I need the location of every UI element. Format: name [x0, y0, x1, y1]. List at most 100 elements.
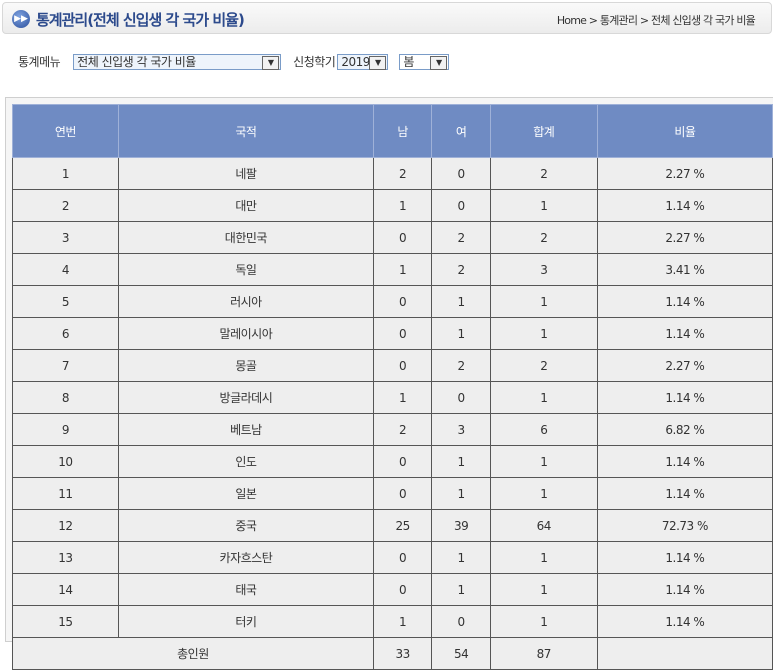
table-cell: 2	[489, 157, 598, 190]
table-row: 15 터키 1 0 1 1.14 %	[12, 605, 773, 638]
table-row: 11 일본 0 1 1 1.14 %	[12, 477, 773, 510]
table-cell: 1.14 %	[596, 541, 773, 574]
table-cell: 2.27 %	[596, 157, 773, 190]
table-cell: 64	[489, 509, 598, 542]
column-header: 비율	[596, 104, 773, 158]
table-row: 2 대만 1 0 1 1.14 %	[12, 189, 773, 222]
table-cell: 2	[489, 349, 598, 382]
total-ratio	[596, 637, 773, 670]
chevron-down-icon: ▼	[262, 55, 280, 70]
table-cell: 1	[431, 573, 491, 606]
breadcrumb: Home > 통계관리 > 전체 신입생 각 국가 비율	[556, 14, 756, 27]
column-header: 연번	[12, 104, 119, 158]
table-cell: 1	[489, 317, 598, 350]
table-cell: 0	[372, 349, 433, 382]
table-cell: 1.14 %	[596, 477, 773, 510]
table-row: 14 태국 0 1 1 1.14 %	[12, 573, 773, 606]
table-cell: 대만	[117, 189, 374, 222]
column-header: 국적	[117, 104, 374, 158]
season-value: 봄	[403, 55, 414, 69]
table-cell: 1	[372, 189, 433, 222]
table-row: 1 네팔 2 0 2 2.27 %	[12, 157, 773, 190]
table-cell: 2	[431, 221, 491, 254]
table-cell: 독일	[117, 253, 374, 286]
table-cell: 말레이시아	[117, 317, 374, 350]
table-cell: 0	[372, 573, 433, 606]
table-cell: 3.41 %	[596, 253, 773, 286]
double-arrow-icon: ▶▶	[12, 10, 30, 28]
chevron-down-icon: ▼	[430, 55, 448, 70]
table-cell: 0	[431, 605, 491, 638]
year-select[interactable]: 2019 ▼	[337, 53, 389, 70]
menu-label: 통계메뉴	[18, 55, 61, 69]
table-row: 7 몽골 0 2 2 2.27 %	[12, 349, 773, 382]
table-cell: 0	[431, 189, 491, 222]
stats-menu-value: 전체 신입생 각 국가 비율	[77, 55, 196, 69]
table-cell: 3	[431, 413, 491, 446]
table-cell: 6	[12, 317, 119, 350]
column-header: 합계	[489, 104, 598, 158]
table-cell: 0	[372, 317, 433, 350]
table-cell: 10	[12, 445, 119, 478]
table-row: 9 베트남 2 3 6 6.82 %	[12, 413, 773, 446]
table-cell: 1.14 %	[596, 445, 773, 478]
table-cell: 1	[489, 285, 598, 318]
table-cell: 네팔	[117, 157, 374, 190]
table-cell: 1.14 %	[596, 573, 773, 606]
table-cell: 0	[372, 221, 433, 254]
table-cell: 2.27 %	[596, 349, 773, 382]
table-row: 4 독일 1 2 3 3.41 %	[12, 253, 773, 286]
table-cell: 2.27 %	[596, 221, 773, 254]
table-cell: 1	[489, 381, 598, 414]
filter-bar: 통계메뉴 전체 신입생 각 국가 비율 ▼ 신청학기 2019 ▼ 봄 ▼	[18, 53, 450, 70]
table-row: 12 중국 25 39 64 72.73 %	[12, 509, 773, 542]
table-cell: 1	[489, 605, 598, 638]
table-cell: 2	[431, 253, 491, 286]
table-cell: 0	[372, 285, 433, 318]
table-cell: 1	[431, 317, 491, 350]
table-cell: 25	[372, 509, 433, 542]
table-cell: 0	[431, 381, 491, 414]
table-cell: 12	[12, 509, 119, 542]
year-value: 2019	[341, 54, 370, 69]
table-row: 5 러시아 0 1 1 1.14 %	[12, 285, 773, 318]
table-cell: 러시아	[117, 285, 374, 318]
table-cell: 39	[431, 509, 491, 542]
total-row: 총인원 33 54 87	[12, 637, 773, 670]
table-cell: 1	[372, 381, 433, 414]
table-cell: 1	[489, 541, 598, 574]
column-header: 남	[372, 104, 433, 158]
total-female: 54	[431, 637, 491, 670]
table-cell: 0	[372, 541, 433, 574]
table-cell: 2	[489, 221, 598, 254]
total-male: 33	[372, 637, 433, 670]
table-row: 3 대한민국 0 2 2 2.27 %	[12, 221, 773, 254]
table-cell: 1	[489, 189, 598, 222]
table-cell: 대한민국	[117, 221, 374, 254]
column-header: 여	[431, 104, 491, 158]
table-cell: 1	[489, 445, 598, 478]
table-cell: 방글라데시	[117, 381, 374, 414]
total-label: 총인원	[12, 637, 374, 670]
table-cell: 11	[12, 477, 119, 510]
table-cell: 2	[12, 189, 119, 222]
table-cell: 3	[12, 221, 119, 254]
table-cell: 4	[12, 253, 119, 286]
season-select[interactable]: 봄 ▼	[399, 53, 450, 70]
table-cell: 14	[12, 573, 119, 606]
chevron-down-icon: ▼	[369, 55, 387, 70]
table-cell: 1	[489, 573, 598, 606]
table-cell: 3	[489, 253, 598, 286]
table-cell: 1.14 %	[596, 317, 773, 350]
table-cell: 1	[431, 285, 491, 318]
table-cell: 1.14 %	[596, 381, 773, 414]
page-title: 통계관리(전체 신입생 각 국가 비율)	[36, 11, 245, 29]
table-cell: 1	[372, 253, 433, 286]
stats-menu-select[interactable]: 전체 신입생 각 국가 비율 ▼	[73, 53, 282, 70]
table-cell: 1.14 %	[596, 605, 773, 638]
table-cell: 0	[372, 445, 433, 478]
table-cell: 0	[431, 157, 491, 190]
table-cell: 태국	[117, 573, 374, 606]
table-cell: 1	[431, 477, 491, 510]
total-sum: 87	[489, 637, 598, 670]
